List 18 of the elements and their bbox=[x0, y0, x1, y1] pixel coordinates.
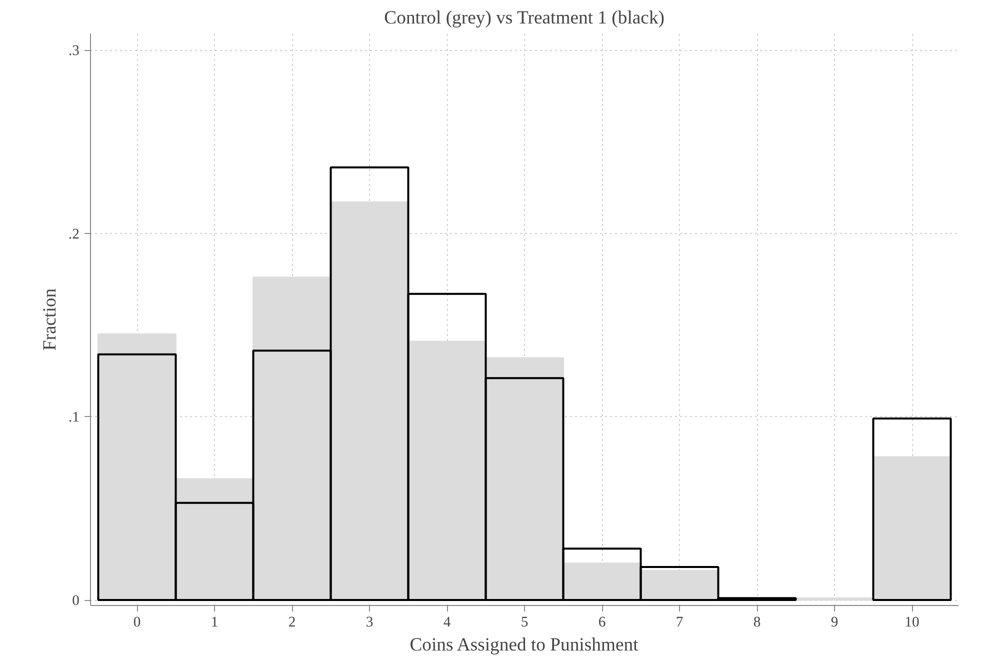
y-tick-label: .2 bbox=[68, 226, 80, 242]
y-tick-label: .1 bbox=[68, 410, 80, 426]
x-tick-label: 2 bbox=[288, 614, 296, 630]
x-tick-label: 0 bbox=[133, 614, 141, 630]
y-tick-label: .3 bbox=[68, 43, 80, 59]
x-tick-label: 10 bbox=[904, 614, 920, 630]
y-tick-label: 0 bbox=[72, 593, 80, 609]
x-axis-title: Coins Assigned to Punishment bbox=[410, 634, 640, 656]
chart-title: Control (grey) vs Treatment 1 (black) bbox=[384, 8, 664, 28]
x-tick-label: 5 bbox=[520, 614, 528, 630]
x-tick-label: 7 bbox=[676, 614, 684, 630]
y-axis-title: Fraction bbox=[40, 288, 61, 351]
x-tick-label: 8 bbox=[753, 614, 761, 630]
x-tick-label: 4 bbox=[443, 614, 452, 630]
x-tick-label: 3 bbox=[366, 614, 374, 630]
x-tick-label: 6 bbox=[598, 614, 606, 630]
x-tick-label: 9 bbox=[830, 614, 838, 630]
x-tick-label: 1 bbox=[210, 614, 218, 630]
